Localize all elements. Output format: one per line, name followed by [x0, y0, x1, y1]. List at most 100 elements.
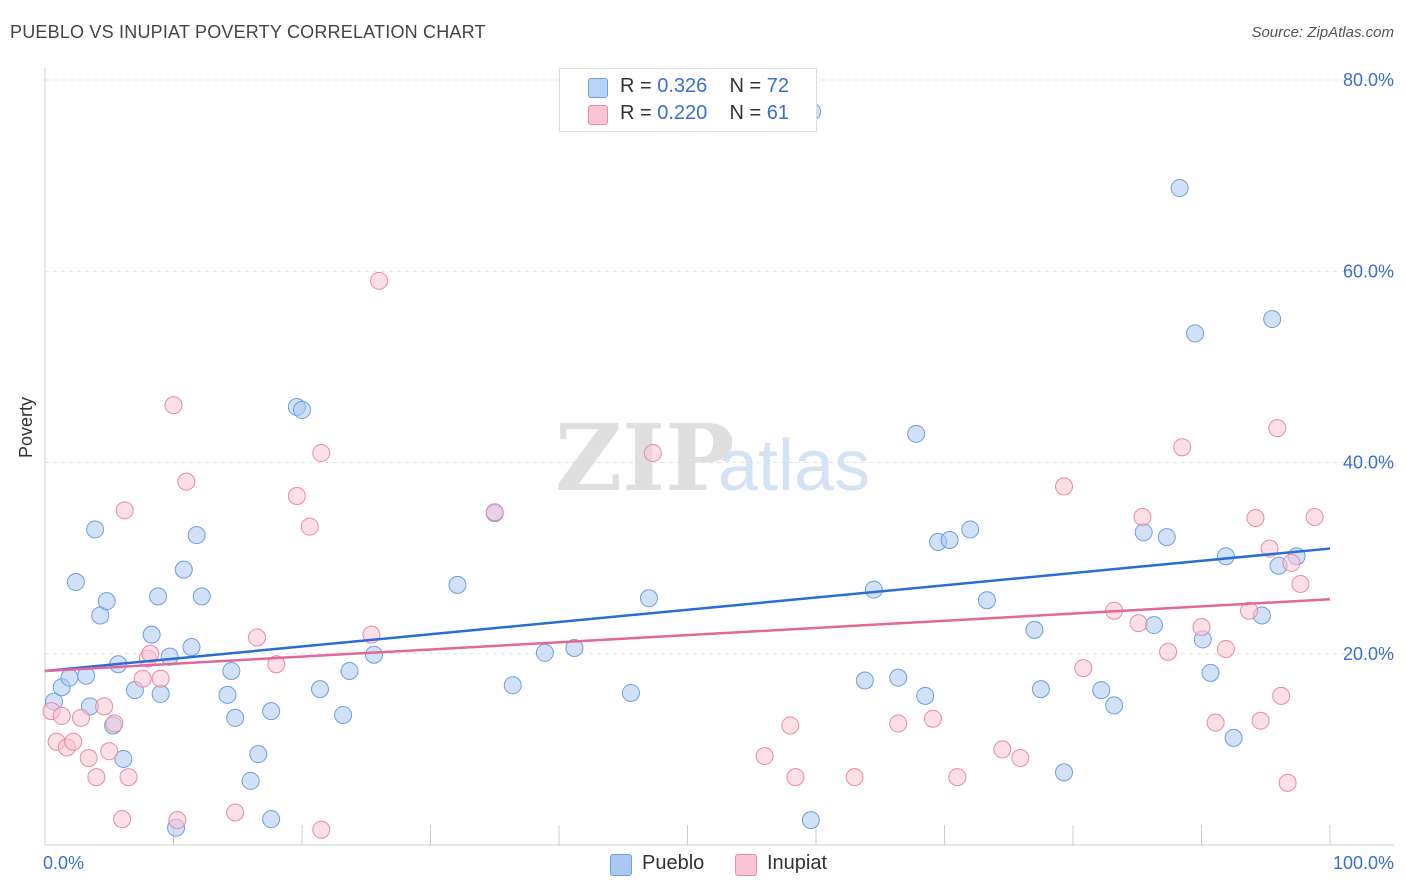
- pueblo-point: [889, 668, 908, 687]
- inupiat-point: [755, 747, 774, 766]
- inupiat-point: [133, 669, 152, 688]
- chart-title: PUEBLO VS INUPIAT POVERTY CORRELATION CH…: [10, 22, 486, 42]
- inupiat-point: [1305, 508, 1324, 527]
- inupiat-point: [267, 655, 286, 674]
- pueblo-point: [1031, 680, 1050, 699]
- pueblo-point: [1055, 763, 1074, 782]
- x-tick-label: 0.0%: [43, 853, 84, 873]
- inupiat-point: [312, 820, 331, 839]
- pueblo-point: [310, 680, 329, 699]
- gridlines: [45, 79, 1394, 655]
- inupiat-point: [177, 472, 196, 491]
- pueblo-point: [364, 645, 383, 664]
- pueblo-point: [503, 676, 522, 695]
- pueblo-point: [149, 587, 168, 606]
- pueblo-point: [142, 625, 161, 644]
- inupiat-point: [993, 740, 1012, 759]
- legend-label-inupiat: Inupiat: [767, 852, 828, 874]
- pueblo-point: [1105, 696, 1124, 715]
- tick-labels: 20.0% 40.0% 60.0% 80.0% 0.0% 100.0%: [43, 70, 1394, 873]
- inupiat-point: [1192, 617, 1211, 636]
- pueblo-trend-line: [44, 547, 1331, 673]
- pueblo-point: [855, 671, 874, 690]
- inupiat-point: [370, 271, 389, 290]
- pueblo-point: [1224, 728, 1243, 747]
- pueblo-point: [1201, 663, 1220, 682]
- x-tick-label: 100.0%: [1333, 853, 1394, 873]
- inupiat-point: [119, 768, 138, 787]
- inupiat-point: [79, 748, 98, 767]
- y-tick-label: 60.0%: [1343, 261, 1394, 281]
- inupiat-point: [1272, 686, 1291, 705]
- inupiat-point: [1216, 639, 1235, 658]
- inupiat-point: [786, 768, 805, 787]
- pueblo-point: [1025, 620, 1044, 639]
- inupiat-point: [1055, 477, 1074, 496]
- r-label: R =: [620, 102, 652, 124]
- inupiat-point: [485, 503, 504, 522]
- inupiat-point: [1251, 711, 1270, 730]
- pueblo-point: [1186, 324, 1205, 343]
- pueblo-point: [1157, 528, 1176, 547]
- pueblo-point: [60, 668, 79, 687]
- inupiat-trend-line: [44, 597, 1331, 673]
- pueblo-point: [907, 424, 926, 443]
- inupiat-point: [948, 768, 967, 787]
- inupiat-point: [1246, 508, 1265, 527]
- inupiat-point: [168, 811, 187, 830]
- inupiat-point: [1074, 659, 1093, 678]
- inupiat-point: [64, 732, 83, 751]
- pueblo-point: [151, 684, 170, 703]
- inupiat-point: [845, 768, 864, 787]
- inupiat-point: [287, 486, 306, 505]
- pueblo-point: [864, 580, 883, 599]
- inupiat-point: [1011, 748, 1030, 767]
- n-label: N =: [729, 102, 762, 124]
- pueblo-point: [192, 587, 211, 606]
- inupiat-point: [889, 714, 908, 733]
- inupiat-point: [300, 517, 319, 536]
- pueblo-point: [1170, 179, 1189, 198]
- inupiat-point: [52, 706, 71, 725]
- r-label: R =: [620, 75, 652, 97]
- legend-label-pueblo: Pueblo: [642, 852, 705, 874]
- pueblo-point: [565, 639, 584, 658]
- inupiat-point: [141, 644, 160, 663]
- pueblo-point: [182, 638, 201, 657]
- inupiat-swatch: [588, 105, 608, 125]
- y-tick-label: 40.0%: [1343, 453, 1394, 473]
- pueblo-point: [66, 573, 85, 592]
- pueblo-point: [226, 708, 245, 727]
- pueblo-point: [1092, 681, 1111, 700]
- y-axis-label: Poverty: [16, 396, 36, 458]
- trend-lines: [44, 547, 1331, 673]
- pueblo-point: [241, 771, 260, 790]
- pueblo-point: [97, 592, 116, 611]
- inupiat-point: [248, 628, 267, 647]
- source-label: Source: ZipAtlas.com: [1251, 24, 1394, 41]
- pueblo-point: [621, 683, 640, 702]
- pueblo-point: [222, 661, 241, 680]
- inupiat-point: [1240, 601, 1259, 620]
- inupiat-point: [312, 443, 331, 462]
- inupiat-point: [923, 709, 942, 728]
- inupiat-point: [87, 768, 106, 787]
- pueblo-point: [340, 661, 359, 680]
- n-label: N =: [729, 75, 762, 97]
- pueblo-point: [535, 643, 554, 662]
- n-value-inupiat: 61: [766, 102, 790, 124]
- pueblo-point: [218, 685, 237, 704]
- n-value-pueblo: 72: [766, 75, 790, 97]
- pueblo-point: [961, 520, 980, 539]
- pueblo-point: [1144, 616, 1163, 635]
- inupiat-point: [71, 708, 90, 727]
- y-tick-label: 80.0%: [1343, 70, 1394, 90]
- pueblo-point: [448, 575, 467, 594]
- pueblo-swatch: [588, 78, 608, 98]
- inupiat-point: [643, 443, 662, 462]
- watermark-atlas: atlas: [718, 426, 870, 506]
- pueblo-point: [940, 530, 959, 549]
- inupiat-point: [95, 697, 114, 716]
